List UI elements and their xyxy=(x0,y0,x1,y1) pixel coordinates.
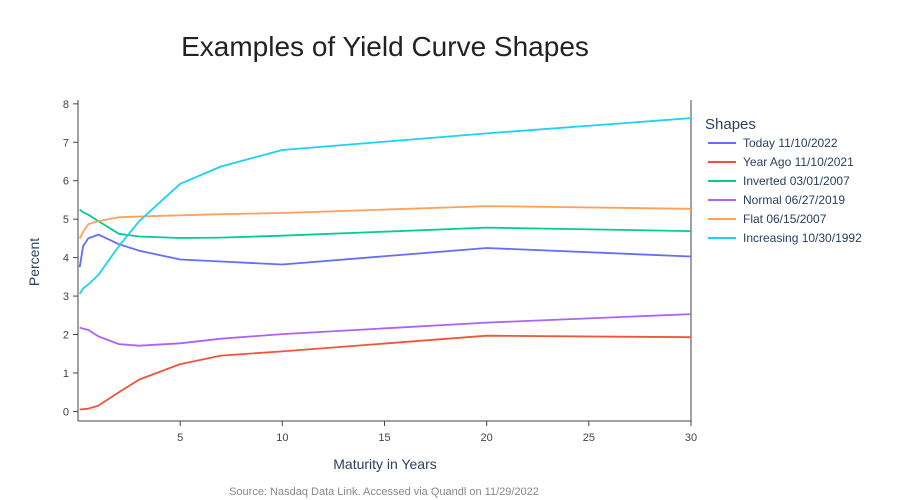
x-axis-ticks: 5 10 15 20 25 30 xyxy=(177,421,697,444)
series-line-4 xyxy=(79,313,692,347)
series-line-2 xyxy=(79,334,692,411)
series-line-5 xyxy=(78,205,692,239)
source-note: Source: Nasdaq Data Link. Accessed via Q… xyxy=(229,486,539,498)
plot-frame xyxy=(77,100,692,422)
y-axis-label: Percent xyxy=(26,238,42,286)
x-tick-label: 5 xyxy=(177,432,183,444)
y-tick-label: 8 xyxy=(63,99,69,111)
legend: Shapes Today 11/10/2022 Year Ago 11/10/20… xyxy=(705,116,862,245)
series-line-3 xyxy=(79,208,692,239)
legend-label: Today 11/10/2022 xyxy=(743,136,838,150)
y-tick-label: 2 xyxy=(63,330,69,342)
y-tick-label: 0 xyxy=(63,406,69,418)
x-tick-label: 25 xyxy=(583,432,595,444)
x-tick-label: 15 xyxy=(378,432,390,444)
x-tick-label: 20 xyxy=(481,432,493,444)
legend-label: Normal 06/27/2019 xyxy=(743,193,845,207)
y-axis-ticks: 0 1 2 3 4 5 6 7 8 xyxy=(63,99,78,418)
x-tick-label: 10 xyxy=(276,432,288,444)
y-tick-label: 4 xyxy=(63,253,69,265)
legend-items: Today 11/10/2022 Year Ago 11/10/2021 Inver… xyxy=(708,136,862,245)
series-lines xyxy=(78,117,692,411)
y-tick-label: 6 xyxy=(63,176,69,188)
legend-label: Inverted 03/01/2007 xyxy=(743,174,850,188)
legend-label: Flat 06/15/2007 xyxy=(743,212,827,226)
y-tick-label: 1 xyxy=(63,368,69,380)
chart-title: Examples of Yield Curve Shapes xyxy=(181,31,589,62)
legend-label: Increasing 10/30/1992 xyxy=(743,231,862,245)
x-axis-label: Maturity in Years xyxy=(333,456,437,472)
legend-label: Year Ago 11/10/2021 xyxy=(743,155,854,169)
y-tick-label: 3 xyxy=(63,291,69,303)
y-tick-label: 7 xyxy=(63,137,69,149)
series-line-1 xyxy=(78,233,692,268)
series-line-6 xyxy=(78,117,692,295)
legend-title: Shapes xyxy=(705,116,756,133)
y-tick-label: 5 xyxy=(63,214,69,226)
x-tick-label: 30 xyxy=(685,432,697,444)
